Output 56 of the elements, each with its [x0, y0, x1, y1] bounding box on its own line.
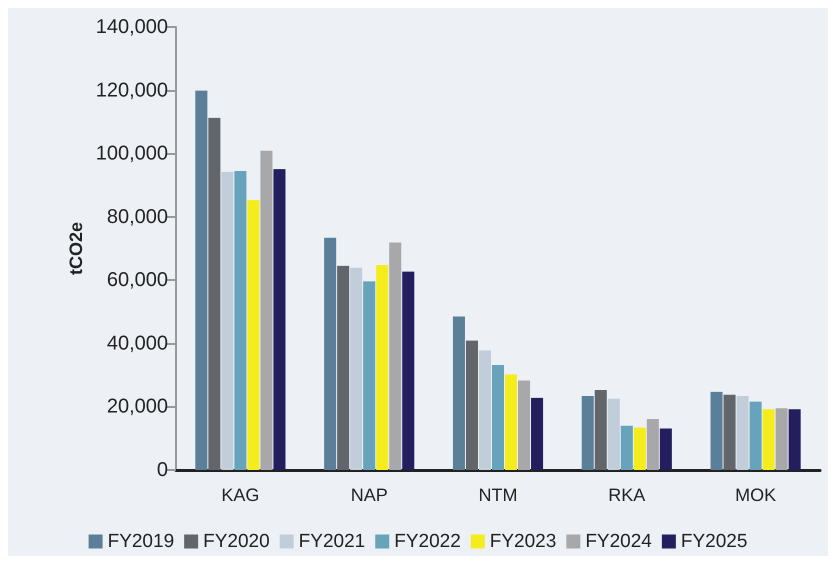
bar: [195, 90, 208, 470]
bar: [660, 428, 672, 470]
bar: [646, 419, 659, 470]
x-tick-label: MOK: [735, 485, 776, 505]
bar: [710, 392, 723, 470]
legend-label: FY2024: [585, 531, 652, 552]
legend-label: FY2021: [298, 531, 366, 552]
bar: [492, 364, 504, 470]
bar: [402, 272, 414, 470]
y-tick-label: 120,000: [96, 79, 168, 102]
legend-label: FY2025: [680, 531, 748, 552]
bar: [234, 170, 246, 470]
legend-label: FY2023: [490, 531, 556, 552]
x-tick-label: RKA: [608, 485, 646, 505]
legend-label: FY2019: [108, 531, 174, 552]
bar: [762, 409, 775, 470]
x-tick-label: NAP: [350, 485, 388, 505]
bar: [273, 169, 286, 470]
y-tick-label: 100,000: [96, 142, 168, 165]
y-tick-label: 60,000: [106, 269, 168, 292]
y-tick-label: 40,000: [106, 332, 168, 354]
legend-label: FY2022: [394, 531, 461, 552]
bar: [363, 281, 376, 470]
y-tick-label: 80,000: [106, 206, 168, 228]
bar: [776, 408, 788, 470]
bar: [594, 390, 607, 470]
bar: [389, 242, 402, 470]
bar: [337, 266, 350, 470]
y-axis-title: tCO2e: [66, 222, 86, 276]
y-tick-label: 0: [156, 459, 168, 481]
bar: [350, 268, 362, 470]
bar: [452, 316, 465, 470]
bar: [260, 150, 272, 470]
bar: [221, 172, 234, 470]
bar: [466, 340, 478, 470]
bar: [750, 402, 762, 470]
bar: [208, 118, 220, 470]
bar: [608, 398, 620, 470]
bar: [247, 200, 260, 470]
legend-label: FY2020: [203, 531, 270, 552]
bar: [582, 396, 594, 470]
bar: [620, 426, 633, 470]
bar: [736, 396, 749, 470]
x-tick-label: KAG: [221, 485, 260, 505]
bar: [724, 394, 736, 470]
x-tick-label: NTM: [478, 485, 518, 505]
bar: [634, 428, 646, 470]
bar: [518, 380, 530, 470]
bar: [324, 238, 336, 470]
y-tick-label: 140,000: [96, 16, 168, 38]
y-tick-label: 20,000: [106, 396, 168, 418]
bar: [788, 409, 801, 470]
bar: [376, 264, 388, 470]
bar: [531, 398, 544, 470]
bar: [504, 374, 518, 470]
bar: [478, 350, 492, 470]
